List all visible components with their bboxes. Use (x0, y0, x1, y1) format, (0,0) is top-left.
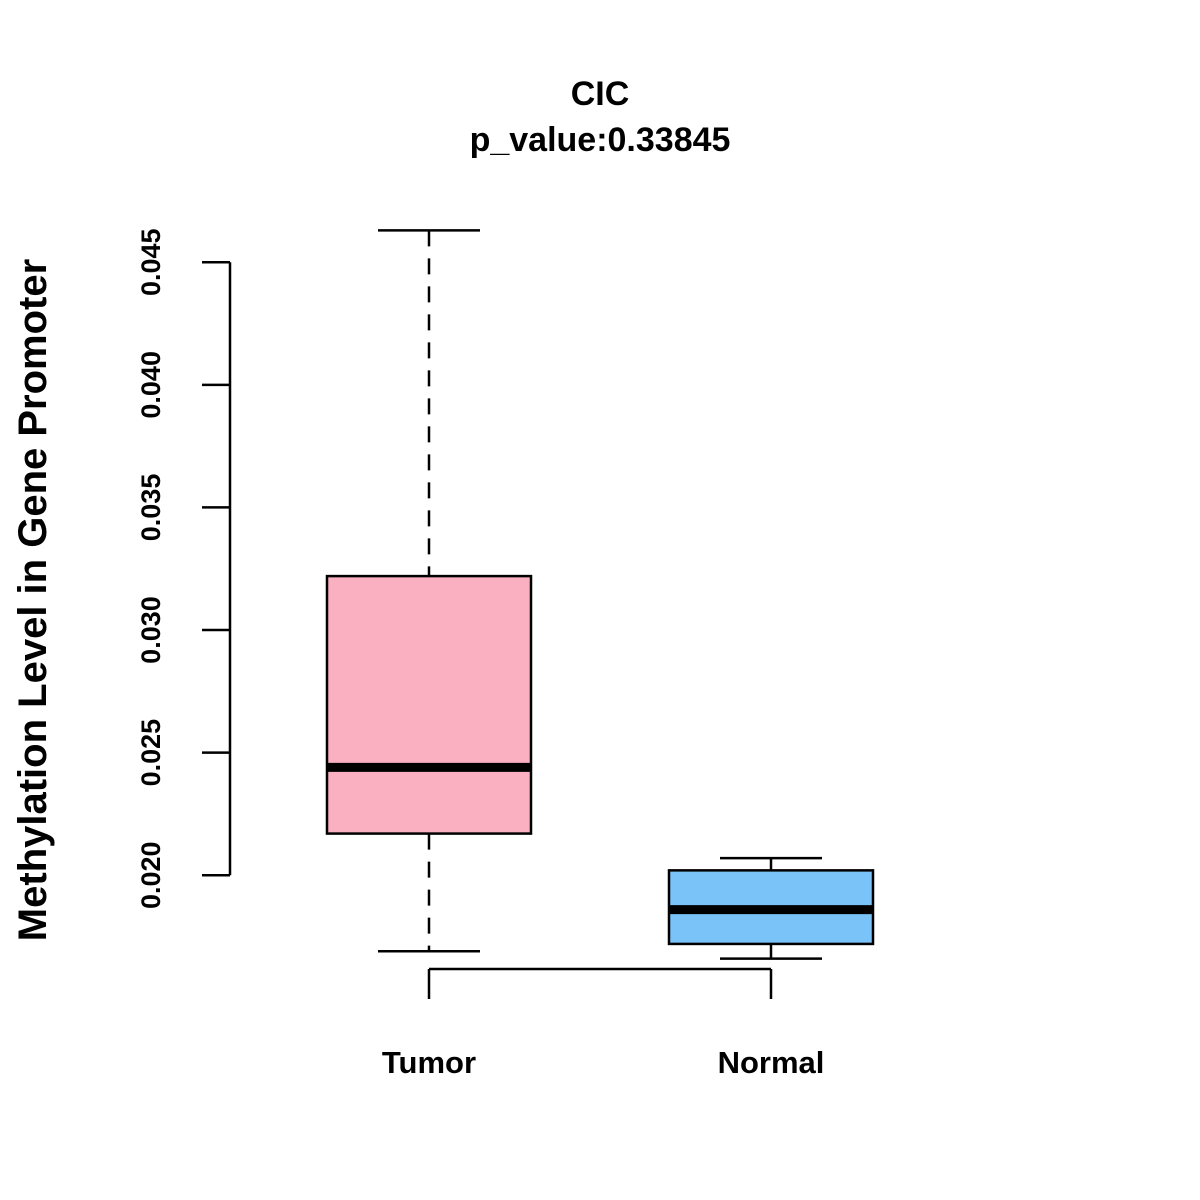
y-tick-label: 0.025 (136, 719, 166, 787)
x-category-label: Normal (718, 1045, 825, 1080)
y-tick-label: 0.030 (136, 596, 166, 664)
y-tick-label: 0.040 (136, 351, 166, 419)
y-axis-label: Methylation Level in Gene Promoter (11, 259, 55, 941)
chart-subtitle: p_value:0.33845 (470, 121, 731, 159)
chart-title: CIC (571, 75, 630, 113)
box-tumor (325, 574, 533, 835)
x-category-label: Tumor (382, 1045, 476, 1080)
y-tick-label: 0.020 (136, 841, 166, 909)
y-tick-label: 0.045 (136, 228, 166, 296)
y-tick-label: 0.035 (136, 474, 166, 542)
plot-area: 0.020 0.025 0.030 0.035 0.040 0.045 Tumor Norma… (136, 228, 875, 1080)
